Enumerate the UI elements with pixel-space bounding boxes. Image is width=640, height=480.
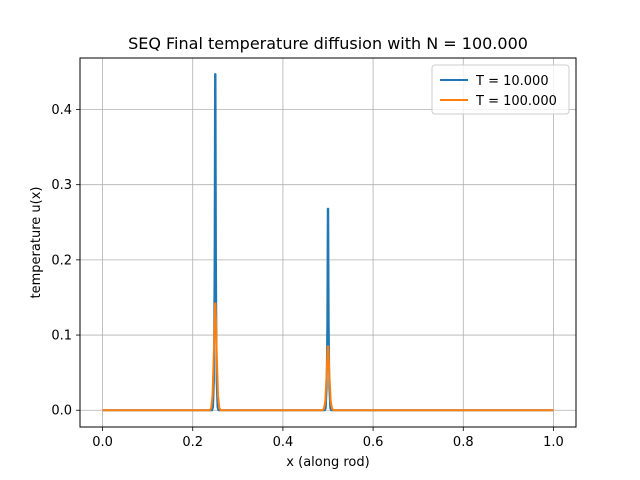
y-tick-label: 0.1 bbox=[51, 329, 72, 344]
x-tick-label: 0.8 bbox=[453, 435, 474, 450]
x-tick-label: 0.0 bbox=[92, 435, 113, 450]
x-tick-label: 0.4 bbox=[273, 435, 294, 450]
series-line-2 bbox=[102, 302, 554, 412]
legend: T = 10.000 T = 100.000 bbox=[431, 64, 570, 115]
legend-label-2: T = 100.000 bbox=[475, 94, 557, 109]
x-tick-label: 1.0 bbox=[543, 435, 564, 450]
y-tick-label: 0.4 bbox=[51, 103, 72, 118]
legend-label-1: T = 10.000 bbox=[475, 74, 549, 89]
y-tick-label: 0.0 bbox=[51, 404, 72, 419]
y-axis-label: temperature u(x) bbox=[29, 187, 44, 299]
chart-title: SEQ Final temperature diffusion with N =… bbox=[128, 34, 528, 53]
ticks: 0.0 0.2 0.4 0.6 0.8 1.0 0.0 0.1 0.2 0.3 0.4 bbox=[51, 103, 563, 450]
y-tick-label: 0.2 bbox=[51, 253, 72, 268]
y-tick-label: 0.3 bbox=[51, 178, 72, 193]
x-tick-label: 0.6 bbox=[363, 435, 384, 450]
x-axis-label: x (along rod) bbox=[286, 455, 369, 470]
x-tick-label: 0.2 bbox=[182, 435, 203, 450]
series-layer bbox=[102, 73, 554, 412]
legend-box bbox=[431, 64, 570, 115]
plot-frame bbox=[79, 57, 577, 428]
